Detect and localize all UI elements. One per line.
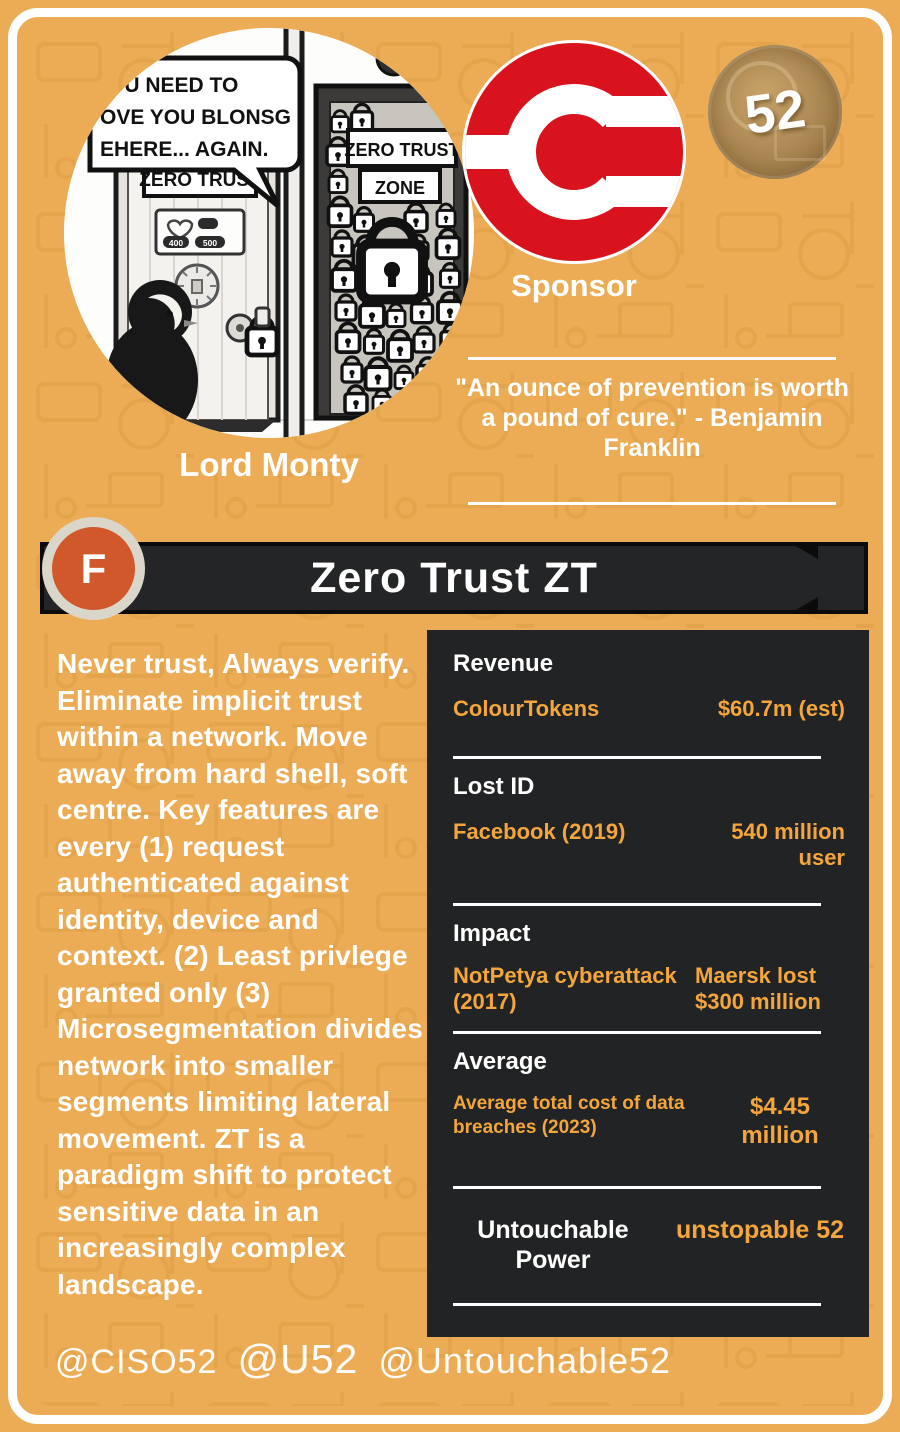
stat-value-average: $4.45 million xyxy=(741,1093,819,1149)
stat-label-lost-id: Lost ID xyxy=(453,773,535,800)
description-text: Never trust, Always verify. Eliminate im… xyxy=(57,648,423,1300)
stat-label-average: Average xyxy=(453,1048,547,1075)
left-door-sign: ZERO TRUST xyxy=(139,170,261,191)
stat-item-impact: NotPetya cyberattack (2017) xyxy=(453,963,677,1014)
title-banner: Zero Trust ZT xyxy=(40,542,868,614)
stat-divider-5 xyxy=(453,1303,821,1306)
stat-row-lost-id: Facebook (2019) 540 million user xyxy=(453,819,845,871)
stat-value-impact: Maersk lost $300 million xyxy=(695,963,821,1014)
stat-item-revenue: ColourTokens xyxy=(453,696,600,721)
svg-text:OU NEED TO OVE YOU: OU NEED TO OVE YOU BLONSG EHERE... AGAIN… xyxy=(100,74,297,161)
plaque-badge-right: 500 xyxy=(203,238,217,248)
sponsor-logo-icon xyxy=(458,36,690,268)
deck-coin: 52 xyxy=(708,45,842,179)
stat-label-impact: Impact xyxy=(453,920,531,947)
sponsor-label: Sponsor xyxy=(511,268,637,303)
quote-text: "An ounce of prevention is worth a pound… xyxy=(455,374,849,462)
stat-item-lost-id: Facebook (2019) xyxy=(453,819,626,844)
stat-divider-4 xyxy=(453,1186,821,1189)
grade-letter: F xyxy=(80,544,107,592)
stat-value-revenue: $60.7m (est) xyxy=(717,696,845,721)
card-frame xyxy=(8,8,892,1424)
coin-number: 52 xyxy=(741,78,809,146)
card-title: Zero Trust ZT xyxy=(310,553,598,602)
speech-bubble: OU NEED TO OVE YOU BLONSG EHERE... AGAIN… xyxy=(87,55,303,208)
stat-row-revenue: ColourTokens $60.7m (est) xyxy=(453,696,845,722)
quote-divider-top xyxy=(468,357,836,360)
character-name: Lord Monty xyxy=(179,446,359,483)
stat-label-revenue: Revenue xyxy=(453,650,554,677)
stat-value-lost-id: 540 million user xyxy=(731,819,845,870)
right-door-sign-bottom: ZONE xyxy=(375,178,425,198)
stat-label-power: Untouchable Power xyxy=(477,1216,629,1274)
character-photo: ZERO TRUST 400 500 xyxy=(64,28,474,438)
stat-divider-3 xyxy=(453,1031,821,1034)
social-handles: @CISO52 @U52 @Untouchable52 xyxy=(55,1336,671,1383)
stat-divider-1 xyxy=(453,756,821,759)
stat-row-average: Average total cost of data breaches (202… xyxy=(453,1092,845,1150)
quote-divider-bottom xyxy=(468,502,836,505)
handle-untouchable52: @Untouchable52 xyxy=(378,1340,672,1381)
grade-badge: F xyxy=(42,517,145,620)
stat-row-power: Untouchable Power unstopable 52 xyxy=(453,1215,845,1275)
stat-divider-2 xyxy=(453,903,821,906)
handle-ciso52: @CISO52 xyxy=(55,1343,218,1381)
stat-value-power: unstopable 52 xyxy=(675,1216,845,1244)
stat-row-impact: NotPetya cyberattack (2017) Maersk lost … xyxy=(453,963,845,1015)
stats-panel: Revenue ColourTokens $60.7m (est) Lost I… xyxy=(427,630,869,1337)
stat-item-average: Average total cost of data breaches (202… xyxy=(453,1093,685,1138)
plaque-badge-left: 400 xyxy=(169,238,183,248)
right-door-sign-top: ZERO TRUST xyxy=(345,140,460,160)
handle-u52: @U52 xyxy=(237,1336,359,1382)
